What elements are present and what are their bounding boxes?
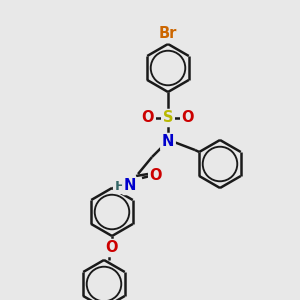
Text: N: N (162, 134, 174, 149)
Text: O: O (150, 169, 162, 184)
Text: O: O (142, 110, 154, 125)
Text: O: O (182, 110, 194, 125)
Text: S: S (163, 110, 173, 125)
Text: Br: Br (159, 26, 177, 41)
Text: O: O (106, 241, 118, 256)
Text: H: H (114, 179, 126, 193)
Text: N: N (124, 178, 136, 194)
